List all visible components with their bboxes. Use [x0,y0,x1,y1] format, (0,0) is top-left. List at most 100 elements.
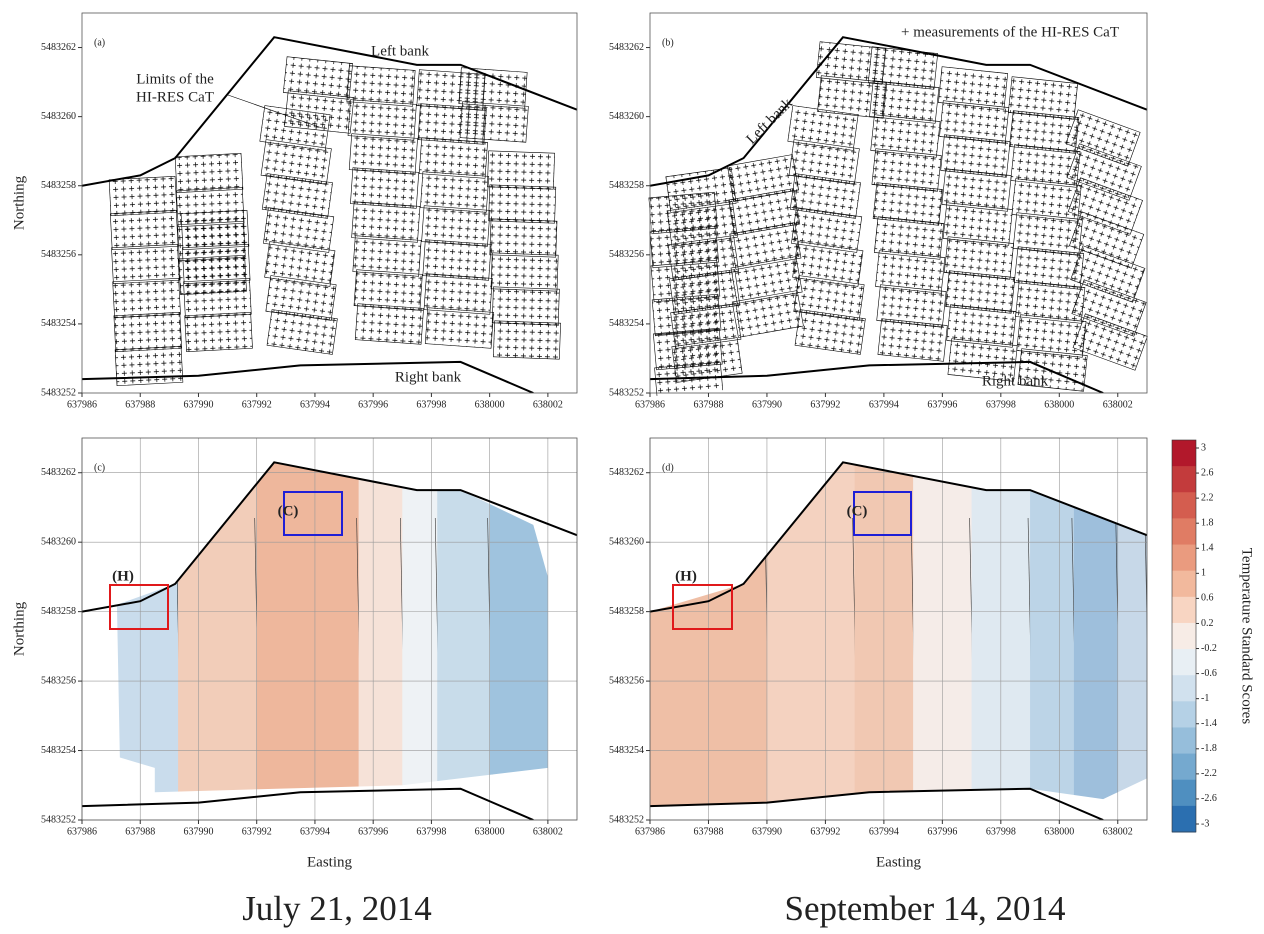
y-tick-label: 5483254 [41,318,76,329]
y-tick-label: 5483260 [41,536,76,547]
x-tick-label: 638000 [1044,399,1074,410]
measurement-tile [355,304,423,345]
x-tick-label: 637986 [635,826,665,837]
annotation: Right bank [982,373,1049,389]
figure: July 21, 2014 September 14, 2014 6379866… [0,0,1264,934]
x-tick-label: 637992 [810,399,840,410]
colorbar-band [1172,440,1196,467]
colorbar-band [1172,701,1196,728]
y-tick-label: 5483252 [609,387,644,398]
y-tick-label: 5483262 [41,42,76,53]
colorbar-tick-label: 1.8 [1201,517,1214,528]
colorbar-band [1172,492,1196,519]
x-tick-label: 637990 [183,399,213,410]
x-tick-label: 637990 [183,826,213,837]
caption: September 14, 2014 [785,889,1066,928]
measurement-tile [115,346,183,385]
x-tick-label: 638002 [533,399,563,410]
y-tick-label: 5483258 [609,180,644,191]
annotation: (H) [675,568,697,584]
measurement-tile [114,312,182,351]
colorbar-tick-label: -1.8 [1201,743,1217,754]
caption: July 21, 2014 [242,889,432,928]
annotation: (C) [847,503,868,519]
y-tick-label: 5483256 [609,249,644,260]
x-tick-label: 637996 [927,826,957,837]
colorbar-tick-label: 2.6 [1201,467,1214,478]
measurement-tile [110,210,178,249]
contour-fill [767,438,855,820]
y-axis-label: Northing [11,601,27,656]
y-tick-label: 5483258 [41,180,76,191]
y-tick-label: 5483256 [41,675,76,686]
contour-fill [402,438,437,820]
colorbar-band [1172,675,1196,702]
x-tick-label: 637996 [358,399,388,410]
colorbar-tick-label: 0.6 [1201,593,1214,604]
y-tick-label: 5483254 [609,745,644,756]
measurement-tile [489,185,556,223]
measurement-tile [112,244,180,283]
measurement-tile [109,176,177,215]
x-tick-label: 638000 [1044,826,1074,837]
y-tick-label: 5483254 [41,745,76,756]
colorbar-tick-label: -2.2 [1201,768,1217,779]
contour-fill [359,438,403,820]
y-tick-label: 5483260 [609,111,644,122]
colorbar-tick-label: -1.4 [1201,718,1217,729]
measurement-tile [113,278,181,317]
measurement-tile [491,253,558,291]
annotation: Left bank [371,43,429,59]
y-axis-label: Northing [11,175,27,230]
colorbar-tick-label: -3 [1201,818,1209,829]
y-tick-label: 5483262 [609,467,644,478]
x-tick-label: 638002 [1103,399,1133,410]
measurement-tile [490,219,557,257]
contour-fill [1030,438,1074,820]
x-tick-label: 637998 [416,826,446,837]
x-tick-label: 637988 [693,826,723,837]
y-tick-label: 5483256 [41,249,76,260]
colorbar-band [1172,806,1196,833]
annotation: HI-RES CaT [136,89,214,105]
x-tick-label: 637992 [810,826,840,837]
colorbar-band [1172,754,1196,781]
x-tick-label: 637996 [927,399,957,410]
river-bank [82,789,533,820]
measurement-tile [181,210,249,249]
colorbar-tick-label: 1.4 [1201,543,1214,554]
colorbar-band [1172,571,1196,598]
panel-label: (c) [94,462,105,473]
y-tick-label: 5483252 [41,814,76,825]
colorbar-tick-label: 1 [1201,568,1206,579]
y-tick-label: 5483260 [41,111,76,122]
x-tick-label: 638000 [475,399,505,410]
colorbar-tick-label: -1 [1201,693,1209,704]
measurement-tile [185,312,253,351]
contour-fill [437,438,490,820]
annotation: + measurements of the HI-RES CaT [901,24,1119,40]
colorbar-band [1172,597,1196,624]
contour-fill [490,438,578,820]
colorbar-tick-label: 0.2 [1201,618,1214,629]
x-tick-label: 637994 [300,826,330,837]
panel-label: (a) [94,37,105,48]
measurement-tile [878,319,947,362]
y-tick-label: 5483254 [609,318,644,329]
measurement-tile [460,102,528,143]
colorbar-tick-label: -2.6 [1201,793,1217,804]
y-tick-label: 5483256 [609,675,644,686]
annotation: (H) [112,568,134,584]
x-tick-label: 637986 [67,399,97,410]
colorbar-band [1172,623,1196,650]
panel: 6379866379886379906379926379946379966379… [609,438,1150,870]
x-tick-label: 637992 [242,399,272,410]
y-tick-label: 5483252 [41,387,76,398]
x-tick-label: 638002 [1103,826,1133,837]
contour-fill [1074,438,1118,820]
annotation: Limits of the [136,71,214,87]
colorbar-tick-label: -0.6 [1201,668,1217,679]
x-tick-label: 637998 [986,399,1016,410]
